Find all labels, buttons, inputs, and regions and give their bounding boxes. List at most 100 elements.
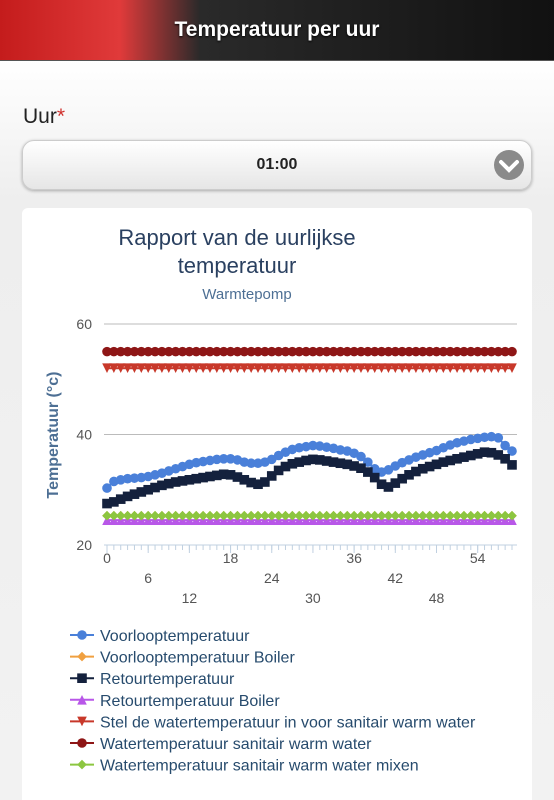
data-point xyxy=(472,449,483,459)
data-point xyxy=(466,363,476,373)
data-point xyxy=(170,363,181,373)
legend-symbol xyxy=(77,759,87,770)
data-point xyxy=(308,440,318,451)
data-point xyxy=(287,346,298,357)
data-point xyxy=(170,510,181,521)
x-tick-label: 42 xyxy=(388,570,404,586)
data-point xyxy=(301,346,311,357)
data-point xyxy=(136,346,147,357)
data-point xyxy=(383,482,394,492)
data-point xyxy=(486,363,497,373)
data-point xyxy=(452,346,462,357)
data-point xyxy=(445,455,456,466)
data-point xyxy=(376,363,387,373)
data-point xyxy=(356,346,366,357)
data-point xyxy=(411,510,421,521)
data-point xyxy=(232,510,243,521)
data-point xyxy=(363,363,373,373)
legend-symbol xyxy=(77,716,87,727)
data-point xyxy=(225,470,236,480)
data-point xyxy=(321,363,332,373)
data-point xyxy=(280,510,291,521)
data-point xyxy=(472,363,483,373)
data-point xyxy=(314,363,325,373)
data-point xyxy=(253,346,263,357)
data-point xyxy=(431,459,442,470)
label-text: Uur xyxy=(23,105,57,128)
data-point xyxy=(177,363,188,373)
data-point xyxy=(177,346,188,357)
data-point xyxy=(273,465,284,476)
header-title: Temperatuur per uur xyxy=(174,18,380,41)
data-point xyxy=(253,510,263,521)
data-point xyxy=(232,363,243,373)
data-point xyxy=(205,346,215,357)
data-point xyxy=(356,463,366,474)
chart-title: Rapport van de uurlijkse temperatuur xyxy=(118,225,356,278)
data-point xyxy=(198,472,208,483)
data-point xyxy=(321,346,332,357)
data-point xyxy=(115,494,126,504)
data-point xyxy=(363,510,373,521)
x-tick-label: 54 xyxy=(470,550,486,566)
data-point xyxy=(150,363,160,373)
legend-item[interactable]: Watertemperatuur sanitair warm water mix… xyxy=(100,758,419,775)
data-point xyxy=(294,363,305,373)
data-point xyxy=(431,363,442,373)
data-point xyxy=(301,510,311,521)
data-point xyxy=(136,510,147,521)
data-point xyxy=(369,346,380,357)
legend-symbol xyxy=(77,651,87,662)
data-point xyxy=(157,510,167,521)
data-point xyxy=(479,510,490,521)
data-point xyxy=(308,363,318,373)
data-point xyxy=(102,483,112,493)
data-point xyxy=(102,346,112,357)
data-point xyxy=(157,480,167,491)
data-point xyxy=(342,459,353,470)
legend-item[interactable]: Stel de watertemperatuur in voor sanitai… xyxy=(100,714,476,731)
legend-item[interactable]: Retourtemperatuur xyxy=(100,671,235,688)
data-point xyxy=(349,346,359,357)
data-point xyxy=(431,510,442,521)
data-point xyxy=(431,346,442,357)
legend-item[interactable]: Retourtemperatuur Boiler xyxy=(100,693,280,710)
data-point xyxy=(239,475,250,485)
data-point xyxy=(260,510,270,521)
data-point xyxy=(129,489,140,499)
data-point xyxy=(170,477,181,487)
header: Temperatuur per uur xyxy=(0,0,554,61)
data-point xyxy=(417,346,428,357)
data-point xyxy=(225,346,236,357)
data-point xyxy=(163,363,174,373)
data-point xyxy=(177,476,188,486)
y-axis-label: Temperatuur (°c) xyxy=(45,371,62,498)
data-point xyxy=(287,458,298,469)
data-point xyxy=(493,433,504,443)
data-point xyxy=(136,487,147,497)
data-point xyxy=(115,346,126,357)
hour-select[interactable]: 01:00 xyxy=(22,140,532,190)
data-point xyxy=(246,458,256,469)
data-point xyxy=(424,363,435,373)
data-point xyxy=(218,469,229,480)
data-point xyxy=(466,450,476,461)
data-point xyxy=(507,346,517,357)
data-point xyxy=(191,363,202,373)
data-point xyxy=(397,346,407,357)
data-point xyxy=(438,457,449,467)
legend-item[interactable]: Watertemperatuur sanitair warm water xyxy=(100,736,372,753)
data-point xyxy=(507,460,517,470)
data-point xyxy=(335,363,346,373)
data-point xyxy=(390,510,401,521)
data-point xyxy=(184,363,195,373)
legend-item[interactable]: Voorlooptemperatuur Boiler xyxy=(100,650,295,667)
data-point xyxy=(246,346,256,357)
required-mark: * xyxy=(56,105,66,128)
legend-item[interactable]: Voorlooptemperatuur xyxy=(100,628,250,645)
data-point xyxy=(493,363,504,373)
data-point xyxy=(369,363,380,373)
data-point xyxy=(390,363,401,373)
data-point xyxy=(122,363,133,373)
